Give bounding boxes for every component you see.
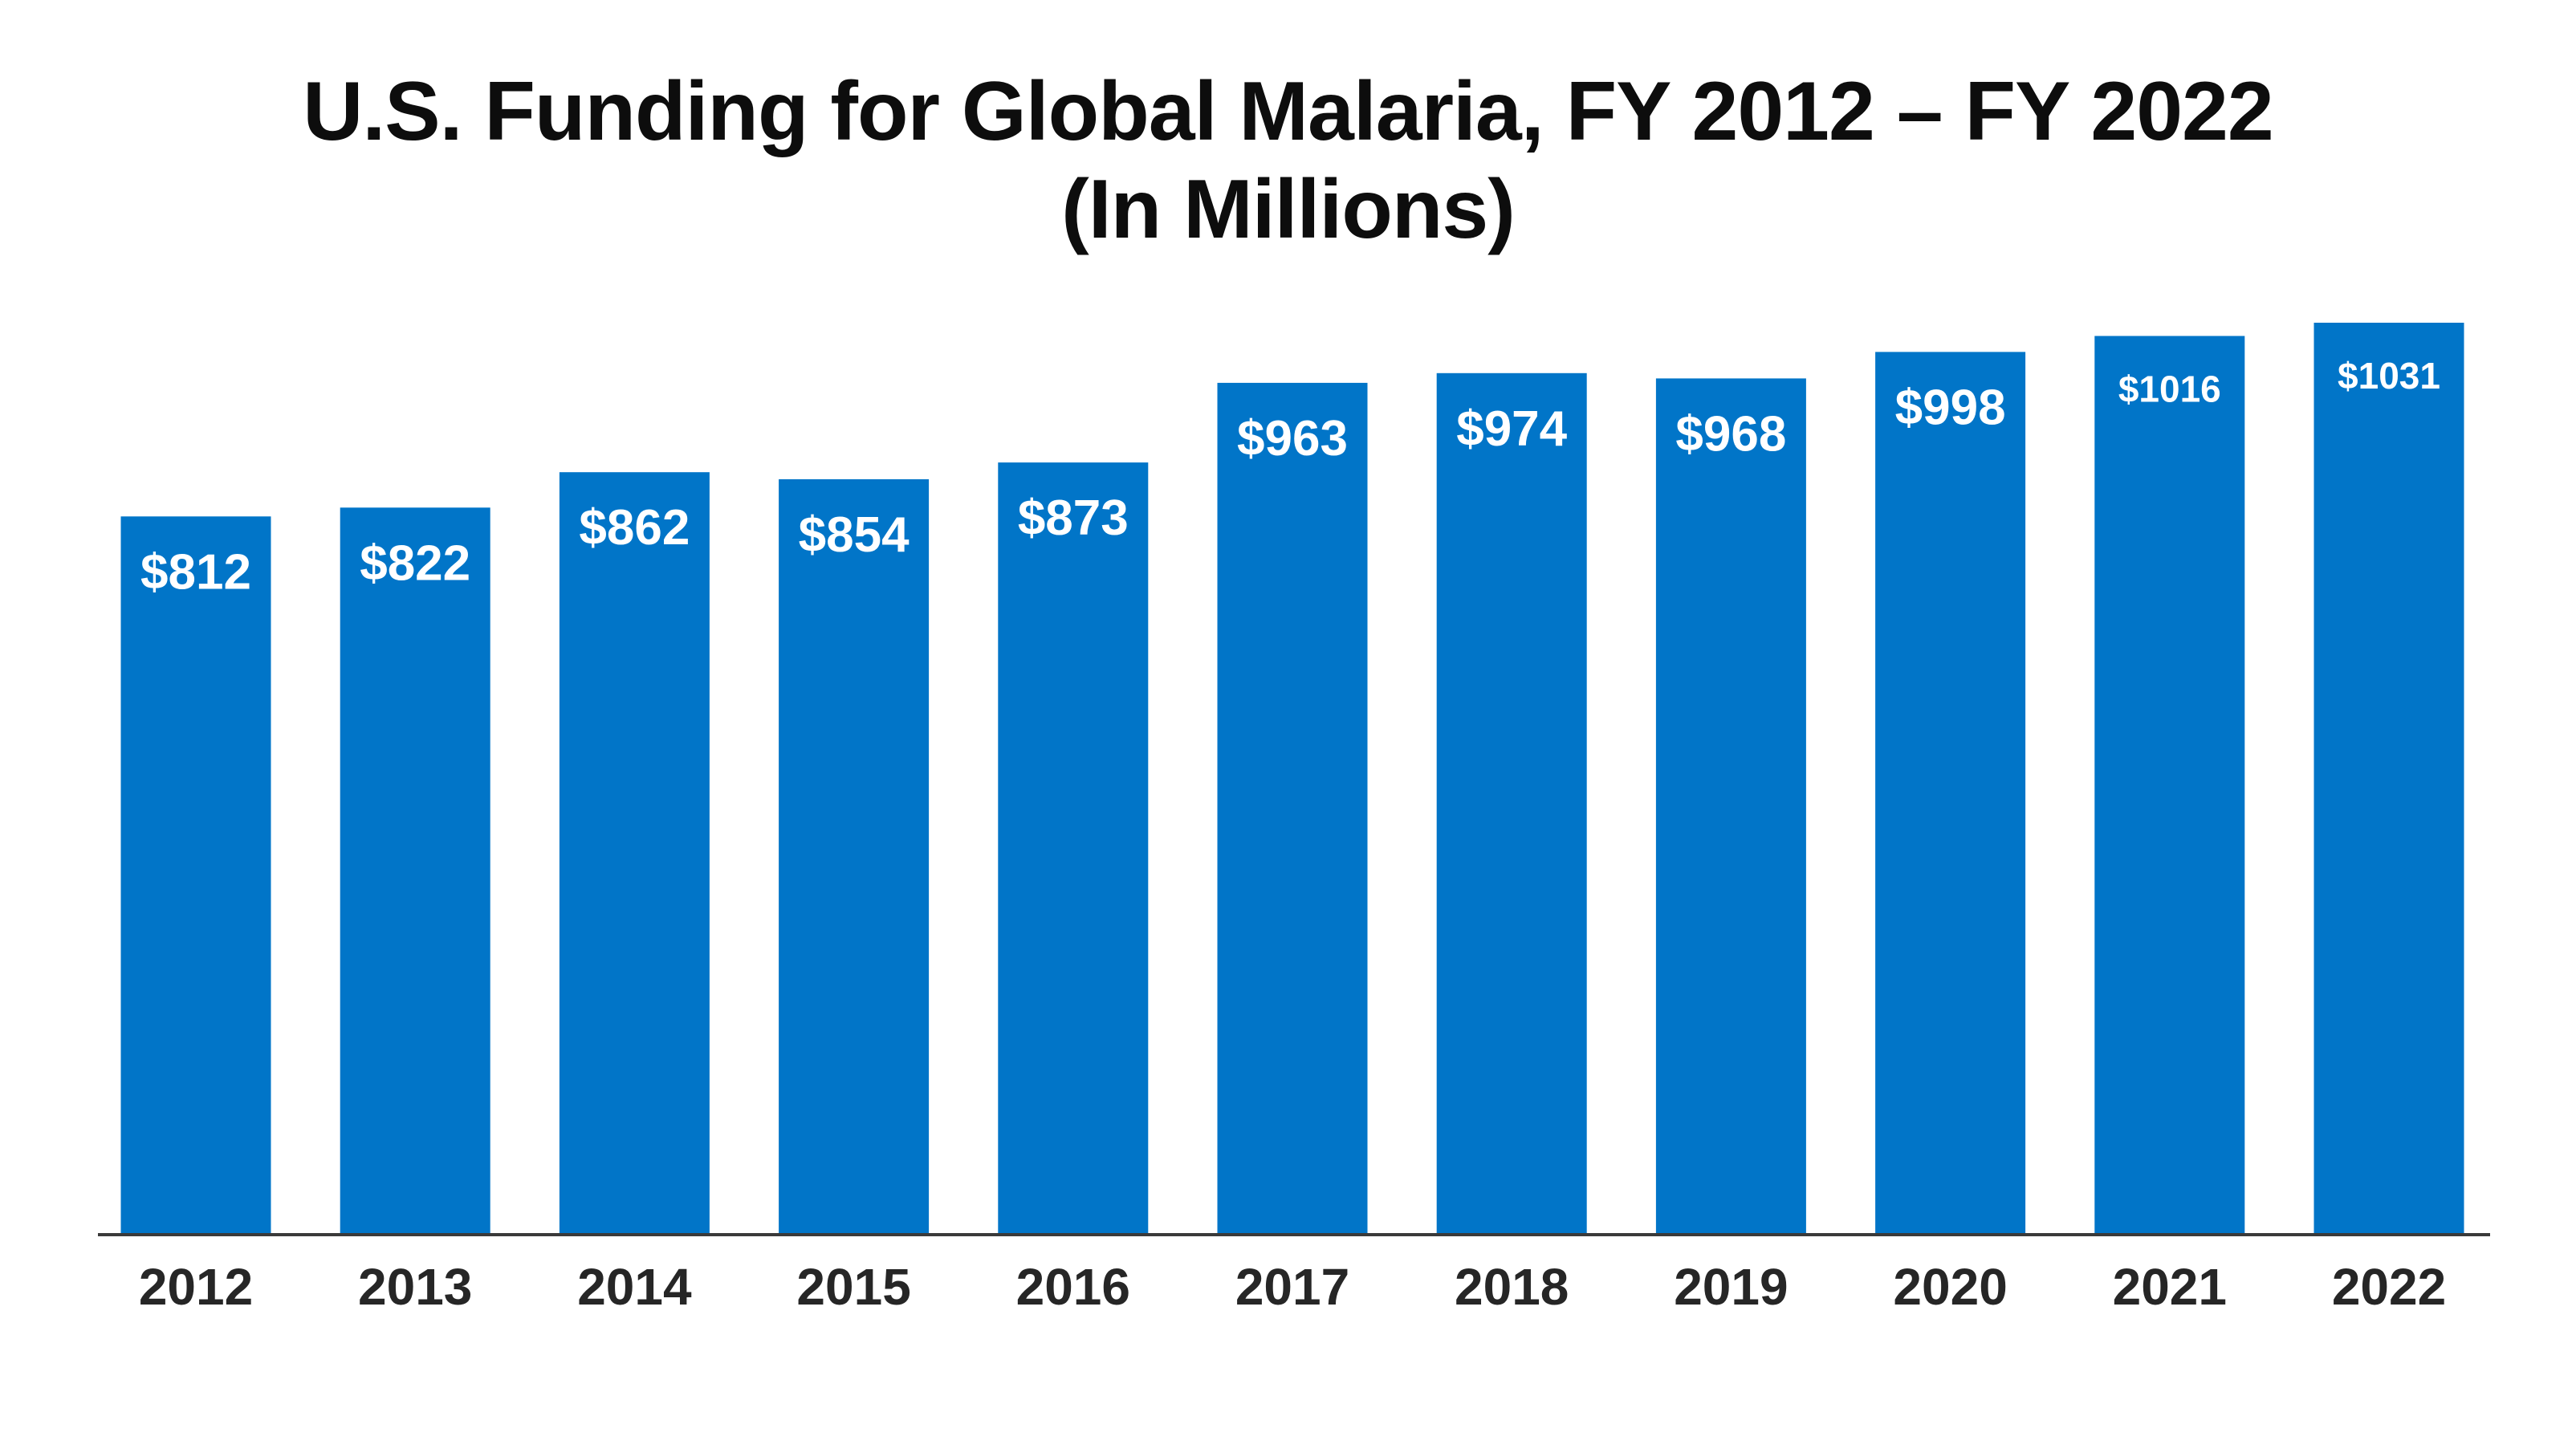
data-label-2017: $963: [1237, 411, 1348, 466]
x-tick-label-2015: 2015: [796, 1258, 910, 1316]
bar-2020: [1875, 352, 2026, 1235]
x-tick-label-2021: 2021: [2113, 1258, 2227, 1316]
x-tick-label-2019: 2019: [1674, 1258, 1788, 1316]
x-tick-label-2016: 2016: [1016, 1258, 1130, 1316]
x-tick-label-2013: 2013: [358, 1258, 472, 1316]
bar-2019: [1655, 378, 1806, 1235]
data-label-2019: $968: [1675, 406, 1786, 462]
data-label-2021: $1016: [2118, 368, 2221, 410]
x-tick-label-2018: 2018: [1455, 1258, 1569, 1316]
x-tick-label-2014: 2014: [577, 1258, 692, 1316]
x-tick-label-2017: 2017: [1235, 1258, 1349, 1316]
bar-2017: [1217, 382, 1368, 1235]
chart-subtitle: (In Millions): [1061, 163, 1516, 256]
x-tick-labels-layer: 2012 2013 2014 2015 2016 2017 2018 2019 2020 2021…: [139, 1258, 2446, 1316]
chart-title: U.S. Funding for Global Malaria, FY 2012…: [0, 63, 2576, 258]
bar-2022: [2314, 323, 2464, 1235]
data-label-2016: $873: [1018, 490, 1129, 546]
data-labels-layer: $812 $822 $862 $854 $873 $963 $974 $968 $998 $101…: [140, 355, 2440, 600]
data-label-2020: $998: [1895, 380, 2006, 435]
bar-2012: [120, 516, 271, 1235]
chart-title-line: U.S. Funding for Global Malaria, FY 2012…: [303, 65, 2273, 158]
data-label-2013: $822: [360, 535, 470, 591]
bar-2013: [340, 507, 490, 1235]
bar-2018: [1436, 372, 1587, 1235]
x-tick-label-2020: 2020: [1893, 1258, 2007, 1316]
data-label-2018: $974: [1456, 401, 1567, 457]
data-label-2022: $1031: [2338, 355, 2440, 397]
bar-2016: [998, 462, 1149, 1235]
x-tick-label-2012: 2012: [139, 1258, 253, 1316]
data-label-2014: $862: [579, 500, 690, 556]
bar-2014: [559, 472, 710, 1235]
data-label-2012: $812: [140, 544, 251, 600]
bar-2021: [2094, 336, 2245, 1235]
x-tick-label-2022: 2022: [2332, 1258, 2446, 1316]
bar-2015: [779, 479, 930, 1235]
data-label-2015: $854: [799, 507, 910, 563]
bars-layer: [120, 323, 2464, 1235]
